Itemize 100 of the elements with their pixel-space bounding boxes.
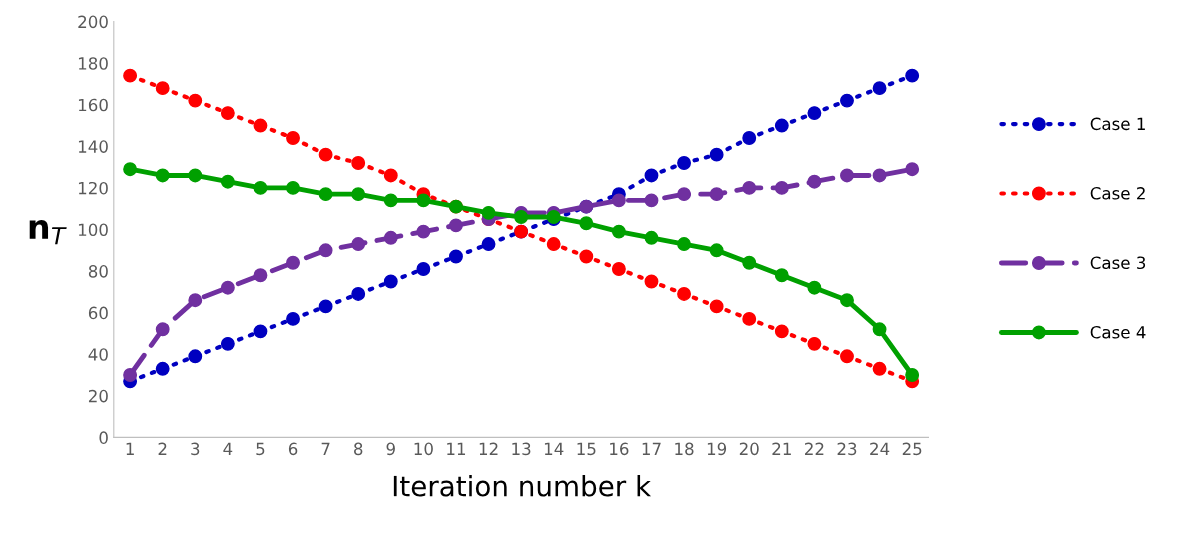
y-tick-label: 160 (78, 98, 108, 112)
x-tick-label: 8 (354, 442, 363, 456)
x-tick-label: 6 (288, 442, 298, 456)
point (579, 216, 594, 231)
point (644, 274, 659, 289)
point (677, 156, 692, 170)
point (286, 131, 300, 145)
x-tick-label: 15 (577, 442, 596, 456)
point (188, 349, 203, 364)
point (611, 193, 626, 208)
legend-label: Case 4 (1090, 325, 1146, 339)
point (318, 299, 333, 314)
point (872, 322, 887, 337)
point (481, 205, 496, 220)
point (644, 193, 659, 208)
point (840, 168, 854, 183)
x-tick-label: 11 (447, 442, 466, 455)
point (905, 368, 920, 382)
point (807, 106, 822, 121)
x-tick-label: 25 (902, 442, 922, 456)
point (742, 180, 757, 195)
point (286, 255, 300, 270)
point (188, 293, 203, 308)
point (188, 93, 203, 108)
point (318, 187, 333, 202)
y-tick-label: 80 (88, 265, 108, 278)
point (416, 193, 431, 208)
y-axis-title: n$_{T}$ (29, 220, 67, 245)
x-tick-label: 4 (223, 442, 233, 455)
x-tick-label: 9 (386, 442, 395, 456)
point (481, 237, 496, 251)
point (709, 147, 724, 162)
point (155, 322, 170, 337)
point (611, 262, 626, 276)
x-tick-label: 12 (479, 442, 498, 455)
y-tick-label: 60 (88, 306, 108, 320)
y-tick-label: 200 (78, 15, 108, 29)
point (220, 336, 235, 351)
y-tick-label: 100 (78, 223, 108, 237)
x-tick-label: 13 (512, 442, 531, 456)
point (318, 243, 333, 258)
point (123, 368, 138, 382)
x-tick-label: 1 (126, 442, 134, 455)
legend-label: Case 2 (1090, 187, 1145, 200)
legend-label: Case 3 (1090, 256, 1146, 270)
point (220, 174, 235, 189)
point (449, 218, 463, 233)
point (253, 180, 268, 195)
x-tick-label: 2 (158, 442, 167, 455)
point (774, 118, 789, 133)
point (351, 187, 366, 202)
legend-label: Case 1 (1090, 117, 1145, 131)
point (155, 81, 170, 96)
point (449, 249, 463, 264)
y-tick-label: 40 (88, 348, 108, 361)
point (840, 349, 854, 364)
point (416, 262, 431, 276)
point (286, 311, 300, 326)
y-tick-label: 120 (78, 181, 108, 195)
point (383, 168, 398, 183)
point (123, 162, 138, 177)
point (318, 147, 333, 162)
point (677, 287, 692, 301)
point (383, 230, 398, 245)
point (872, 81, 887, 96)
point (155, 168, 170, 183)
point (774, 268, 789, 283)
point (383, 274, 398, 289)
point (807, 174, 822, 189)
point (709, 299, 724, 314)
x-tick-label: 21 (772, 442, 791, 455)
point (351, 237, 366, 251)
x-tick-label: 22 (805, 442, 824, 455)
point (709, 187, 724, 202)
point (709, 243, 724, 258)
point (188, 168, 203, 183)
x-axis-title: Iteration number k (393, 475, 652, 497)
x-tick-label: 7 (321, 442, 330, 455)
point (514, 210, 529, 224)
x-tick-label: 19 (707, 442, 727, 456)
x-tick-label: 5 (256, 442, 265, 456)
x-tick-label: 10 (414, 442, 433, 456)
point (742, 131, 757, 145)
point (774, 324, 789, 339)
point (905, 68, 920, 83)
point (253, 118, 268, 133)
point (383, 193, 398, 208)
x-tick-label: 18 (675, 442, 694, 456)
point (905, 162, 920, 177)
y-tick-label: 180 (78, 57, 108, 70)
point (123, 68, 138, 83)
x-tick-label: 23 (837, 442, 857, 456)
point (742, 255, 757, 270)
point (807, 336, 822, 351)
point (807, 280, 822, 295)
point (644, 230, 659, 245)
point (351, 287, 366, 301)
point (351, 156, 366, 170)
point (220, 106, 235, 121)
y-tick-label: 0 (99, 431, 108, 444)
